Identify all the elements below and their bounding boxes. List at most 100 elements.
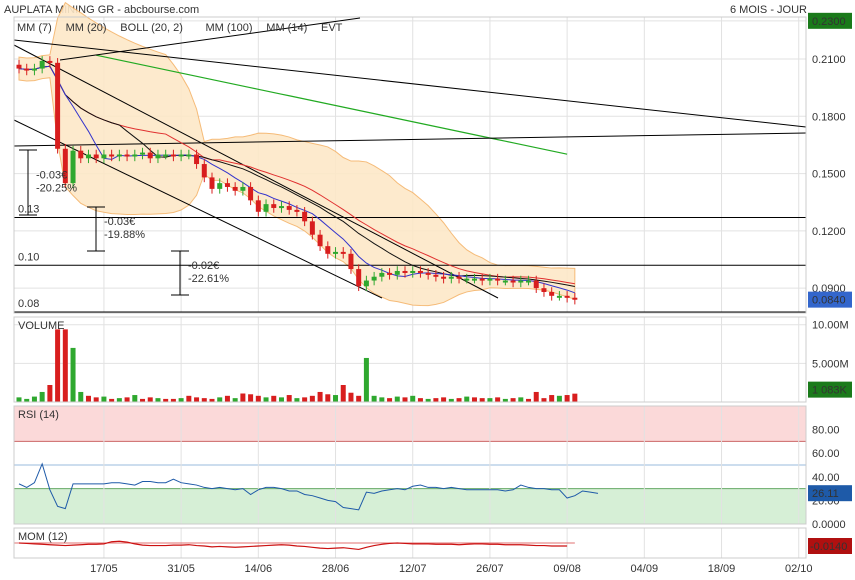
mm100-line [96, 54, 568, 155]
volume-y-tick: 10.00M [812, 320, 849, 332]
trend-line [59, 17, 361, 61]
candle [85, 154, 91, 159]
candle [178, 154, 184, 157]
volume-bar [271, 395, 277, 402]
candle [217, 183, 223, 189]
candle [194, 154, 200, 165]
candle [170, 154, 176, 157]
candle [232, 186, 238, 191]
volume-bar [232, 398, 238, 402]
candle [116, 154, 122, 157]
level-label: 0.10 [18, 251, 39, 263]
volume-frame [13, 316, 807, 403]
annotation-pct: -22.61% [188, 273, 229, 285]
x-tick-label: 26/07 [476, 563, 504, 575]
candle [163, 154, 169, 157]
candle [140, 152, 146, 155]
volume-bar [541, 398, 547, 402]
legend-entry: MM (7) [17, 22, 52, 34]
volume-bar [147, 397, 153, 402]
candle [541, 288, 547, 292]
candle [240, 186, 246, 191]
candle [55, 62, 61, 149]
annotation-value: -0.03€ [104, 216, 135, 228]
rsi-last-value: 26.11 [812, 488, 839, 500]
candle [387, 272, 393, 275]
volume-bar [263, 397, 269, 402]
price-y-tick: 0.2100 [812, 54, 846, 66]
candle [433, 274, 439, 277]
volume-bar [371, 395, 377, 402]
candle [533, 280, 539, 289]
price-y-tick: 0.1200 [812, 226, 846, 238]
volume-bar [309, 395, 315, 402]
price-frame [13, 16, 807, 314]
volume-bar [448, 398, 454, 402]
candle [155, 154, 161, 159]
volume-bar [495, 397, 501, 402]
candle [24, 68, 30, 71]
trend-line [13, 44, 499, 299]
candle [16, 64, 22, 69]
candle [109, 154, 115, 157]
volume-bar [526, 398, 532, 402]
x-tick-label: 09/08 [553, 563, 581, 575]
volume-bar [464, 396, 470, 402]
price-y-tick: 0.1800 [812, 111, 846, 123]
mom-frame [13, 527, 807, 559]
volume-title: VOLUME [18, 320, 64, 332]
volume-bar [556, 395, 562, 402]
volume-bar [340, 385, 346, 402]
candle [556, 295, 562, 298]
rsi-oversold-zone [14, 488, 806, 524]
price-last-box [808, 291, 852, 308]
candle [101, 154, 107, 159]
volume-bar [201, 398, 207, 402]
volume-bar [387, 398, 393, 402]
volume-bar [479, 398, 485, 402]
candle [333, 251, 339, 254]
candle [132, 154, 138, 157]
volume-bar [348, 392, 354, 402]
volume-bar [286, 395, 292, 402]
volume-bar [217, 397, 223, 402]
candle [371, 276, 377, 281]
volume-bar [549, 395, 555, 402]
candle [47, 60, 53, 63]
volume-bar [379, 397, 385, 402]
period-label: 6 MOIS - JOUR [730, 4, 807, 16]
volume-bar [170, 398, 176, 402]
volume-panel: 10.00M 5.000M VOLUME 1 083K [13, 316, 852, 403]
candle [294, 209, 300, 212]
trend-line [13, 39, 807, 128]
volume-bar [62, 329, 68, 402]
annotation-value: -0.03€ [36, 170, 67, 182]
volume-bar [178, 398, 184, 402]
volume-last-value: 1 083K [812, 385, 848, 397]
volume-bar [109, 398, 115, 402]
volume-bar [363, 357, 369, 402]
candle [564, 295, 570, 298]
rsi-last-box [808, 485, 852, 502]
volume-last-box [808, 381, 852, 398]
volume-bar [255, 395, 261, 402]
x-tick-label: 18/09 [708, 563, 736, 575]
candle [271, 204, 277, 208]
candle [39, 60, 45, 69]
candle [425, 272, 431, 275]
volume-bar [224, 395, 230, 402]
x-tick-label: 31/05 [167, 563, 195, 575]
volume-bar [85, 395, 91, 402]
volume-bar [518, 397, 524, 402]
volume-bar [402, 397, 408, 402]
volume-y-tick: 5.000M [812, 358, 849, 370]
trend-line [13, 132, 807, 147]
volume-bar [433, 398, 439, 402]
candle [456, 276, 462, 279]
volume-bar [564, 395, 570, 402]
volume-bar [302, 397, 308, 402]
volume-bar [124, 397, 130, 402]
candle [31, 68, 37, 71]
